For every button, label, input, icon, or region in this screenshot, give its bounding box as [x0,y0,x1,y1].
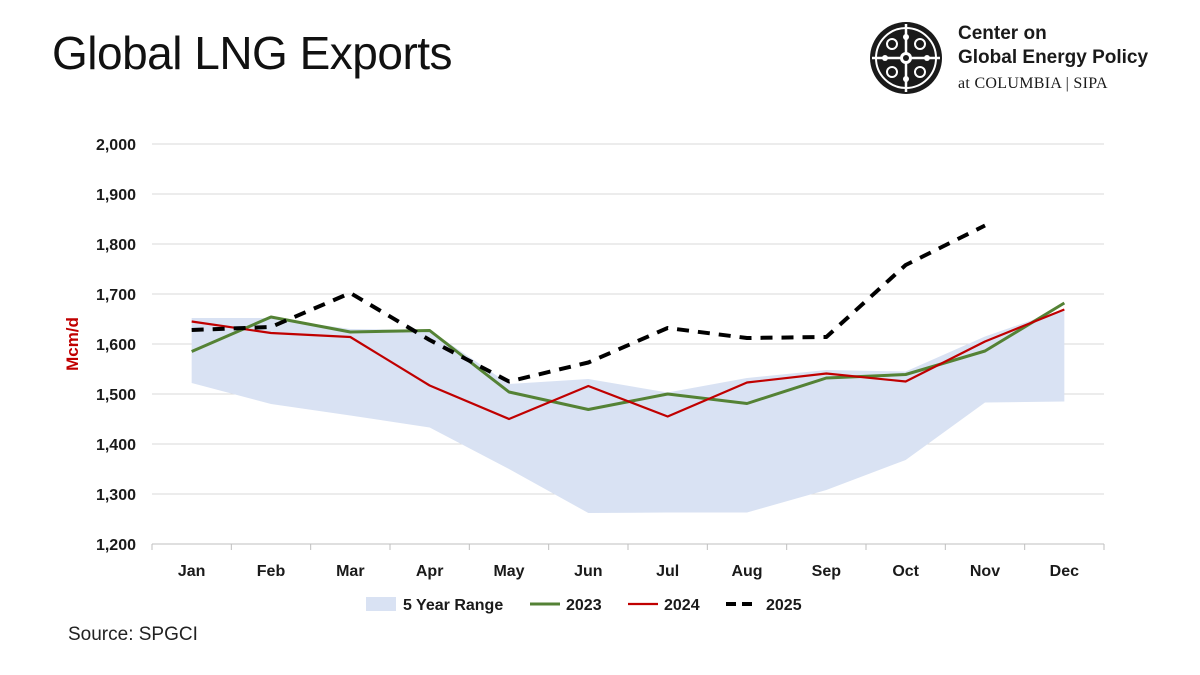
x-tick-label: Mar [336,563,364,580]
x-tick-label: Jun [574,563,602,580]
x-tick-label: Sep [812,563,842,580]
y-tick-label: 1,200 [96,537,136,554]
x-tick-label: Nov [970,563,1000,580]
x-tick-label: Aug [731,563,762,580]
x-tick-label: Jan [178,563,206,580]
y-tick-label: 1,400 [96,437,136,454]
series-line-2024 [191,308,1065,421]
brand-line-1: Center on [958,23,1047,44]
brand-subtitle: at COLUMBIA | SIPA [958,75,1108,92]
brand-block: Center on Global Energy Policy at COLUMB… [868,20,1188,100]
x-tick-label: May [493,563,524,580]
y-tick-label: 1,700 [96,287,136,304]
range-band-5-year [191,309,1065,513]
x-tick-label: Apr [416,563,444,580]
y-tick-label: 1,900 [96,187,136,204]
y-tick-label: 1,500 [96,387,136,404]
y-axis-label: Mcm/d [63,317,82,371]
y-tick-label: 1,800 [96,237,136,254]
y-tick-label: 2,000 [96,137,136,154]
brand-name: Center on Global Energy Policy [958,22,1148,70]
legend-label-5-year-range: 5 Year Range [403,597,503,614]
legend-label-2023: 2023 [566,597,602,614]
brand-line-2: Global Energy Policy [958,47,1149,68]
x-tick-label: Jul [656,563,679,580]
x-tick-label: Feb [257,563,286,580]
legend-swatch-5-year-range [366,597,396,611]
source-note: Source: SPGCI [68,624,198,645]
series-line-2025 [191,223,986,384]
x-tick-label: Dec [1050,563,1079,580]
legend-label-2025: 2025 [766,597,802,614]
y-tick-label: 1,300 [96,487,136,504]
legend-label-2024: 2024 [664,597,700,614]
y-tick-label: 1,600 [96,337,136,354]
page-title: Global LNG Exports [52,27,453,79]
cgep-seal-icon [870,22,942,94]
x-tick-label: Oct [892,563,919,580]
